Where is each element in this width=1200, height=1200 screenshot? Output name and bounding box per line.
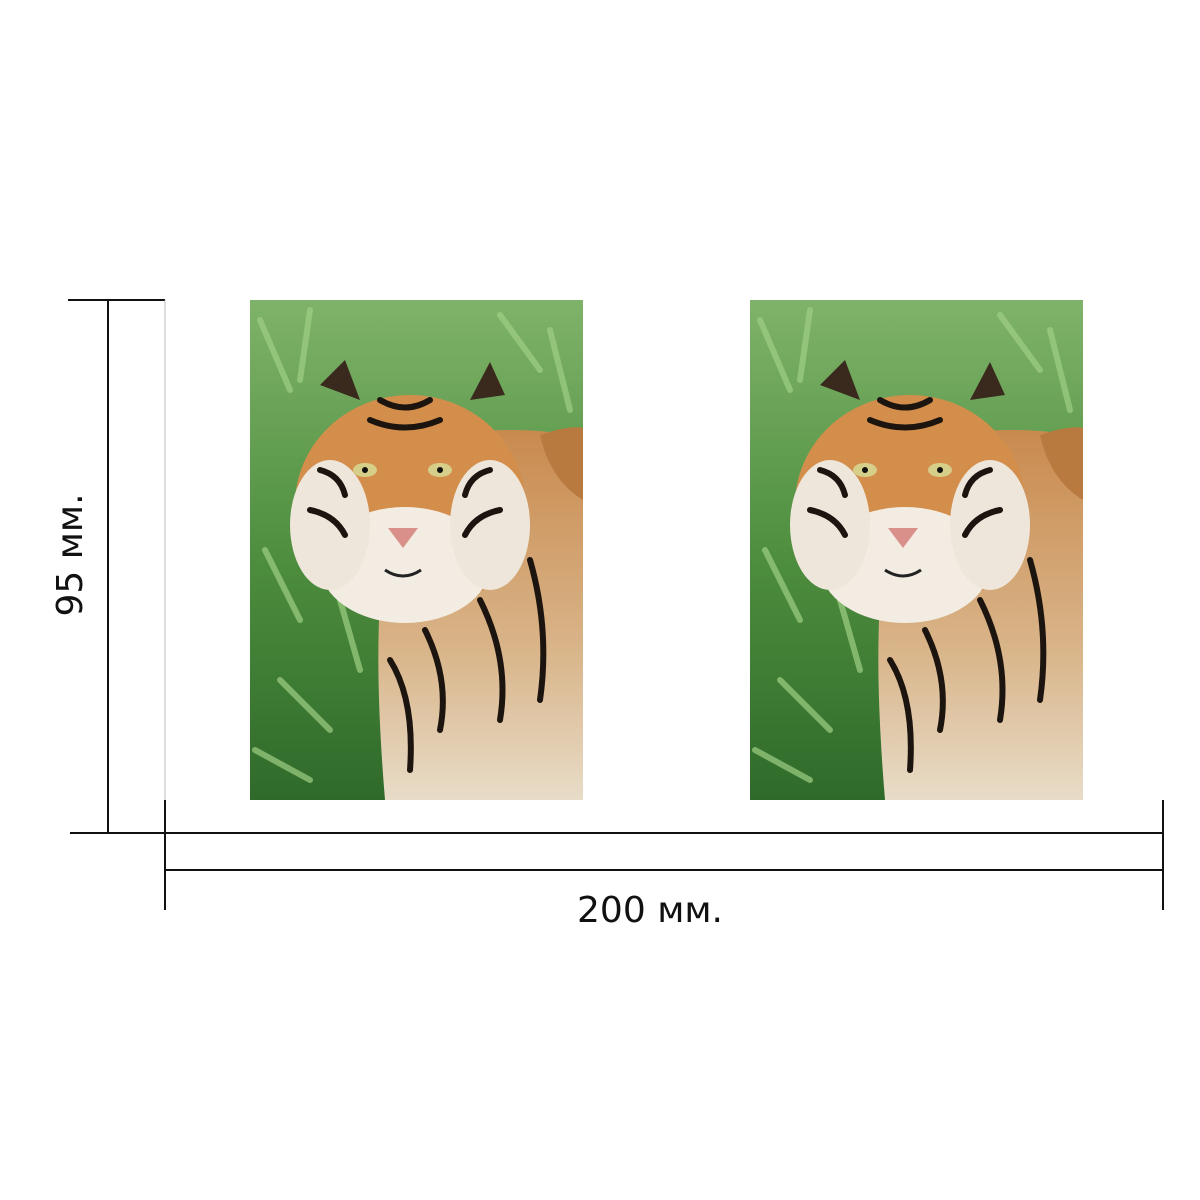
product-photo — [250, 300, 583, 800]
product-photo — [750, 300, 1083, 800]
width-label: 200 мм. — [577, 890, 723, 931]
height-label: 95 мм. — [50, 493, 91, 616]
height-dimension — [68, 299, 166, 834]
width-dimension — [164, 800, 1164, 910]
